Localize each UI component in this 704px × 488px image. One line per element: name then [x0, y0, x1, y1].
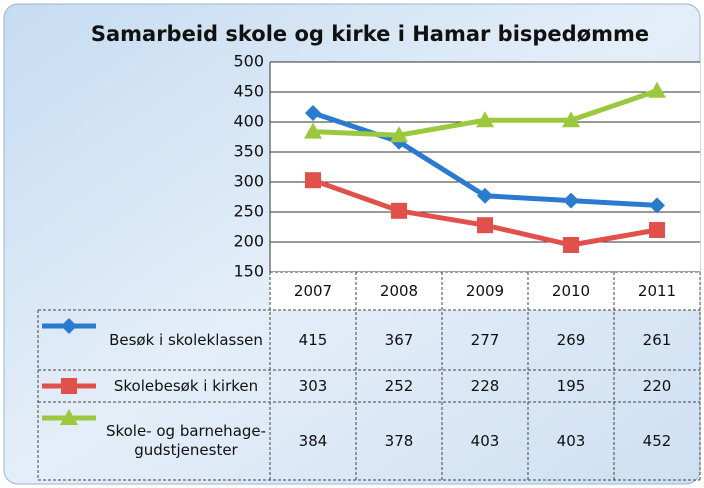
point [61, 318, 77, 334]
point [649, 222, 665, 238]
table-value: 415 [298, 330, 328, 349]
point [563, 192, 579, 209]
x-tick-label: 2010 [551, 281, 591, 300]
table-value: 403 [470, 431, 500, 450]
y-tick-label: 350 [233, 142, 264, 161]
point [476, 111, 494, 128]
table-value: 403 [556, 431, 586, 450]
legend-label: Skolebesøk i kirken [113, 376, 259, 395]
legend-label: Skole- og barnehage-gudstjenester [105, 422, 267, 459]
y-tick-label: 150 [233, 262, 264, 281]
table-value: 384 [298, 431, 328, 450]
table-value: 378 [384, 431, 414, 450]
table-value: 261 [642, 330, 672, 349]
x-tick-label: 2011 [637, 281, 677, 300]
point [61, 378, 77, 394]
table-value: 452 [642, 431, 672, 450]
point [562, 111, 580, 128]
table-header-bg [270, 272, 700, 310]
legend-label: Besøk i skoleklassen [109, 330, 263, 349]
table-value: 277 [470, 330, 500, 349]
table-value: 303 [298, 376, 328, 395]
y-tick-label: 250 [233, 202, 264, 221]
plot-area [270, 62, 700, 272]
y-tick-label: 500 [233, 52, 264, 71]
point [648, 81, 666, 98]
table-value: 195 [556, 376, 586, 395]
y-tick-label: 300 [233, 172, 264, 191]
table-value: 228 [470, 376, 500, 395]
x-tick-label: 2008 [379, 281, 419, 300]
point [60, 409, 78, 425]
point [305, 172, 321, 189]
point [305, 105, 321, 121]
table-value: 367 [384, 330, 414, 349]
point [477, 187, 493, 204]
chart-title: Samarbeid skole og kirke i Hamar bispedø… [91, 22, 649, 46]
y-tick-label: 200 [233, 232, 264, 251]
point [649, 197, 665, 214]
table-value: 252 [384, 376, 414, 395]
x-tick-label: 2009 [465, 281, 505, 300]
y-tick-label: 450 [233, 82, 264, 101]
point [390, 126, 408, 143]
table-value: 269 [556, 330, 586, 349]
table-value: 220 [642, 376, 672, 395]
point [304, 122, 322, 139]
point [391, 202, 407, 219]
x-tick-label: 2007 [293, 281, 333, 300]
point [477, 217, 493, 234]
y-tick-label: 400 [233, 112, 264, 131]
point [563, 237, 579, 253]
